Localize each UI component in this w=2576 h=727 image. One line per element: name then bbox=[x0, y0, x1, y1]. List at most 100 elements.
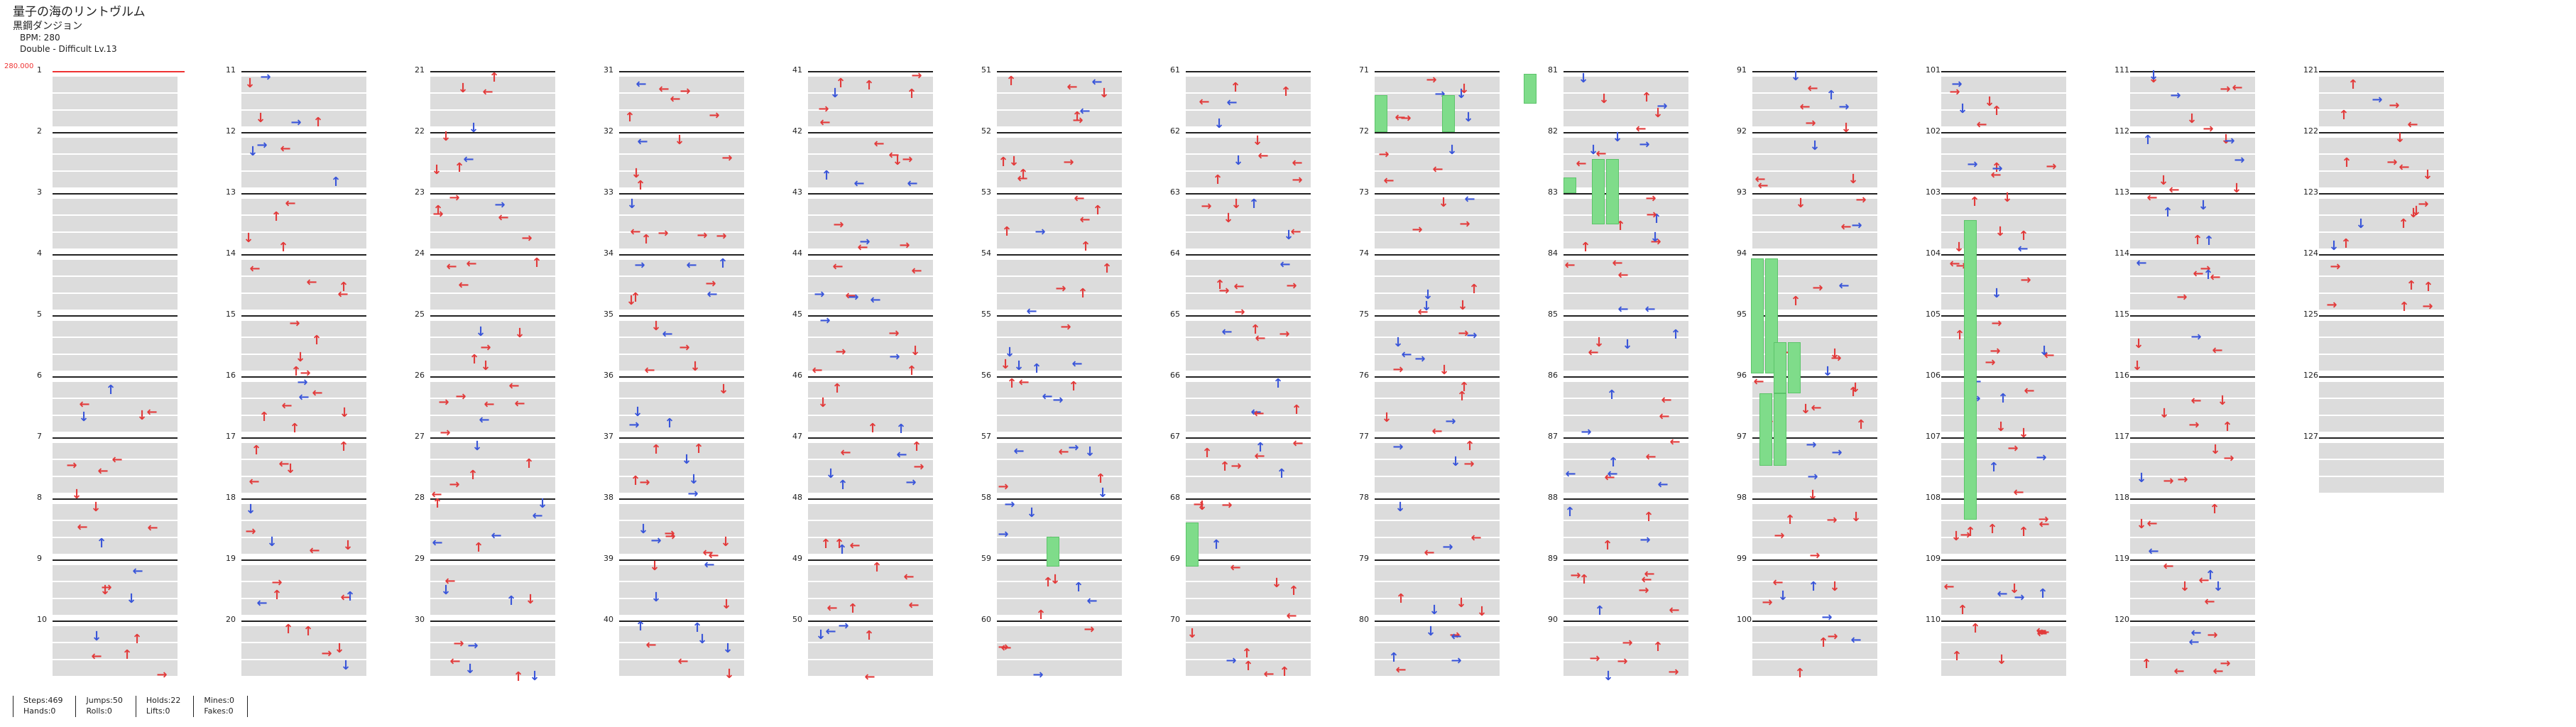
beat-lane bbox=[1186, 216, 1311, 231]
beat-lane bbox=[430, 382, 555, 398]
step-arrow-icon: ← bbox=[704, 557, 715, 572]
step-arrow-icon: ↑ bbox=[1212, 173, 1223, 187]
measure-line bbox=[1186, 621, 1311, 622]
step-arrow-icon: ↑ bbox=[911, 439, 922, 454]
measure-line bbox=[619, 254, 744, 256]
beat-lane bbox=[1563, 582, 1688, 598]
measure-line bbox=[1941, 132, 2066, 133]
beat-lane bbox=[1563, 355, 1688, 371]
step-arrow-icon: ↓ bbox=[457, 81, 469, 96]
step-arrow-icon: ← bbox=[91, 649, 102, 664]
step-arrow-icon: → bbox=[2190, 329, 2202, 344]
measure-line bbox=[2130, 315, 2255, 317]
beat-lane bbox=[1375, 460, 1500, 476]
beat-lane bbox=[2319, 277, 2444, 293]
beat-lane bbox=[1375, 504, 1500, 520]
measure-number: 14 bbox=[226, 248, 236, 258]
beat-lane bbox=[1563, 521, 1688, 537]
measure-line bbox=[1186, 254, 1311, 256]
beat-lane bbox=[1186, 338, 1311, 354]
beat-lane bbox=[53, 399, 178, 415]
step-arrow-icon: → bbox=[1230, 459, 1242, 474]
beat-lane bbox=[1375, 338, 1500, 354]
measure-line bbox=[2319, 193, 2444, 195]
step-arrow-icon: → bbox=[998, 527, 1009, 542]
beat-lane bbox=[808, 233, 933, 248]
step-arrow-icon: ← bbox=[463, 152, 474, 167]
step-arrow-icon: ↑ bbox=[1211, 537, 1222, 552]
step-arrow-icon: ← bbox=[111, 452, 123, 467]
beat-lane bbox=[619, 660, 744, 676]
step-arrow-icon: → bbox=[709, 108, 720, 123]
step-arrow-icon: → bbox=[271, 575, 283, 590]
step-arrow-icon: ← bbox=[1644, 302, 1656, 317]
beat-lane bbox=[2319, 416, 2444, 432]
step-arrow-icon: ↓ bbox=[632, 405, 643, 420]
beat-lane bbox=[1186, 321, 1311, 337]
beat-lane bbox=[53, 460, 178, 476]
step-arrow-icon: → bbox=[467, 638, 479, 653]
step-arrow-icon: ← bbox=[1976, 117, 1987, 132]
step-arrow-icon: ← bbox=[1079, 104, 1091, 119]
step-arrow-icon: → bbox=[2176, 290, 2188, 305]
measure-line bbox=[997, 71, 1122, 72]
beat-lane bbox=[430, 94, 555, 109]
measure-line bbox=[1375, 193, 1500, 195]
step-arrow-icon: → bbox=[902, 152, 913, 167]
measure-number: 5 bbox=[37, 310, 42, 319]
hold-bar bbox=[1751, 258, 1764, 373]
step-arrow-icon: ↑ bbox=[2406, 278, 2417, 293]
measure-line bbox=[1375, 254, 1500, 256]
step-arrow-icon: → bbox=[289, 316, 300, 331]
step-arrow-icon: ↓ bbox=[721, 597, 732, 612]
step-arrow-icon: → bbox=[913, 459, 924, 474]
step-arrow-icon: → bbox=[814, 287, 825, 302]
step-arrow-icon: → bbox=[1806, 437, 1817, 452]
step-arrow-icon: ↓ bbox=[78, 410, 89, 425]
beat-lane bbox=[997, 216, 1122, 231]
step-arrow-icon: → bbox=[1570, 568, 1581, 583]
step-arrow-icon: → bbox=[260, 70, 271, 84]
beat-lane bbox=[1375, 155, 1500, 170]
step-arrow-icon: ← bbox=[147, 520, 158, 535]
step-arrow-icon: ← bbox=[449, 654, 461, 669]
measure-number: 74 bbox=[1359, 248, 1369, 258]
beat-lane bbox=[1375, 77, 1500, 92]
step-arrow-icon: → bbox=[1459, 217, 1470, 231]
beat-lane bbox=[1375, 521, 1500, 537]
beat-lane bbox=[1375, 626, 1500, 642]
beat-lane bbox=[1186, 416, 1311, 432]
step-arrow-icon: ← bbox=[249, 474, 260, 489]
step-arrow-icon: ↑ bbox=[2340, 236, 2352, 251]
beat-lane bbox=[53, 294, 178, 310]
measure-number: 93 bbox=[1737, 187, 1747, 197]
step-arrow-icon: ↑ bbox=[469, 352, 480, 367]
beat-lane bbox=[1186, 599, 1311, 615]
beat-lane bbox=[619, 138, 744, 153]
measure-line bbox=[2130, 559, 2255, 561]
step-arrow-icon: ← bbox=[1451, 629, 1462, 644]
step-arrow-icon: → bbox=[819, 313, 831, 328]
beat-lane bbox=[1186, 138, 1311, 153]
step-arrow-icon: → bbox=[2200, 261, 2211, 276]
measure-number: 13 bbox=[226, 187, 236, 197]
step-arrow-icon: ← bbox=[2212, 664, 2224, 679]
step-arrow-icon: ← bbox=[832, 259, 844, 274]
beat-lane bbox=[1186, 504, 1311, 520]
measure-number: 68 bbox=[1170, 493, 1180, 502]
step-arrow-icon: ↑ bbox=[1280, 84, 1292, 99]
measure-line bbox=[619, 437, 744, 439]
step-arrow-icon: ← bbox=[2188, 635, 2200, 650]
hold-bar bbox=[1606, 159, 1619, 224]
step-arrow-icon: ← bbox=[1838, 278, 1850, 293]
step-arrow-icon: → bbox=[1639, 532, 1651, 547]
step-arrow-icon: → bbox=[1063, 155, 1074, 170]
step-arrow-icon: ← bbox=[1026, 304, 1037, 319]
step-arrow-icon: ↑ bbox=[2162, 205, 2173, 220]
step-arrow-icon: ↑ bbox=[836, 542, 848, 557]
measure-number: 110 bbox=[1926, 615, 1941, 624]
measure-number: 15 bbox=[226, 310, 236, 319]
beat-lane bbox=[997, 399, 1122, 415]
beat-lane bbox=[808, 77, 933, 92]
step-arrow-icon: → bbox=[2326, 297, 2337, 312]
